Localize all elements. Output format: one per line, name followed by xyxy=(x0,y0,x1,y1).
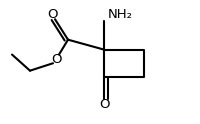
Text: NH₂: NH₂ xyxy=(108,8,132,21)
Text: O: O xyxy=(47,8,57,21)
Text: O: O xyxy=(51,53,61,66)
Text: O: O xyxy=(99,98,109,111)
